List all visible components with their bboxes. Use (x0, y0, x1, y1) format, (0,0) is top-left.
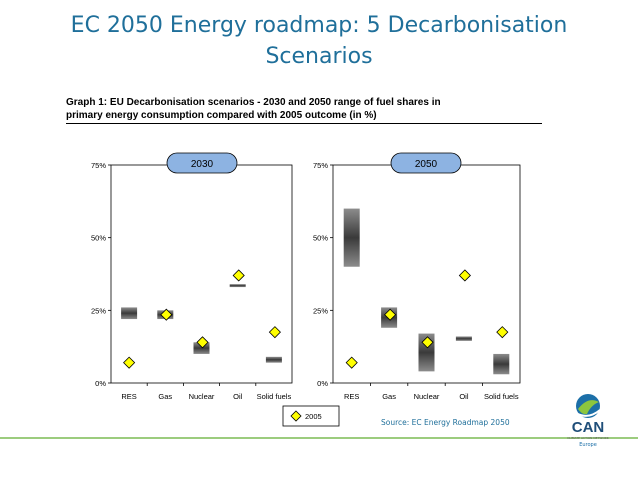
range-bar (193, 342, 210, 354)
graph-caption-line-2: primary energy consumption compared with… (66, 110, 377, 121)
y-tick-label: 75% (91, 161, 106, 170)
x-tick-label: Gas (158, 392, 172, 401)
marker-2005 (196, 336, 209, 349)
slide-title-line-2: Scenarios (265, 44, 373, 69)
marker-2005 (160, 308, 173, 321)
x-tick-label: Solid fuels (484, 392, 519, 401)
range-bar (343, 208, 360, 267)
marker-2005 (421, 336, 434, 349)
graph-caption: Graph 1: EU Decarbonisation scenarios - … (66, 96, 542, 122)
x-tick-label: Gas (382, 392, 396, 401)
y-tick-label: 0% (95, 379, 106, 388)
logo-text: CAN (572, 419, 605, 436)
logo-swoosh (575, 409, 601, 417)
range-bar (121, 307, 138, 320)
source-note: Source: EC Energy Roadmap 2050 (381, 418, 510, 427)
x-tick-label: Oil (459, 392, 469, 401)
y-tick-label: 25% (313, 306, 328, 315)
marker-2005 (384, 308, 397, 321)
y-tick-label: 75% (313, 161, 328, 170)
y-tick-label: 0% (317, 379, 328, 388)
x-tick-label: RES (121, 392, 136, 401)
y-tick-label: 25% (91, 306, 106, 315)
legend-label: 2005 (305, 412, 322, 421)
marker-2005 (496, 326, 509, 339)
scenario-badge-label: 2050 (415, 159, 438, 170)
x-tick-label: Nuclear (189, 392, 215, 401)
footer-divider (0, 437, 638, 439)
logo-region: Europe (579, 442, 597, 448)
slide-title-line-1: EC 2050 Energy roadmap: 5 Decarbonisatio… (70, 13, 568, 38)
marker-2005 (232, 269, 245, 282)
x-tick-label: Nuclear (414, 392, 440, 401)
legend-box (282, 405, 340, 427)
can-europe-logo: CAN CLIMATE ACTION NETWORK Europe (567, 394, 610, 448)
x-tick-label: Oil (233, 392, 243, 401)
legend-marker (290, 410, 302, 422)
x-tick-label: Solid fuels (257, 392, 292, 401)
marker-2005 (268, 326, 281, 339)
marker-2005 (345, 356, 358, 369)
marker-2005 (123, 356, 136, 369)
range-bar (455, 336, 472, 341)
scenario-badge (390, 152, 462, 174)
range-bar (229, 284, 246, 288)
logo-subtext: CLIMATE ACTION NETWORK (567, 436, 609, 440)
graph-caption-line-1: Graph 1: EU Decarbonisation scenarios - … (66, 97, 441, 108)
y-tick-label: 50% (313, 234, 328, 243)
range-bar (493, 353, 510, 375)
logo-leaf (578, 400, 599, 415)
slide-title: EC 2050 Energy roadmap: 5 Decarbonisatio… (0, 10, 638, 72)
marker-2005 (458, 269, 471, 282)
x-tick-label: RES (344, 392, 359, 401)
range-bar (265, 356, 282, 363)
y-tick-label: 50% (91, 234, 106, 243)
scenario-badge (166, 152, 238, 174)
caption-divider (66, 123, 542, 124)
scenario-badge-label: 2030 (191, 159, 214, 170)
